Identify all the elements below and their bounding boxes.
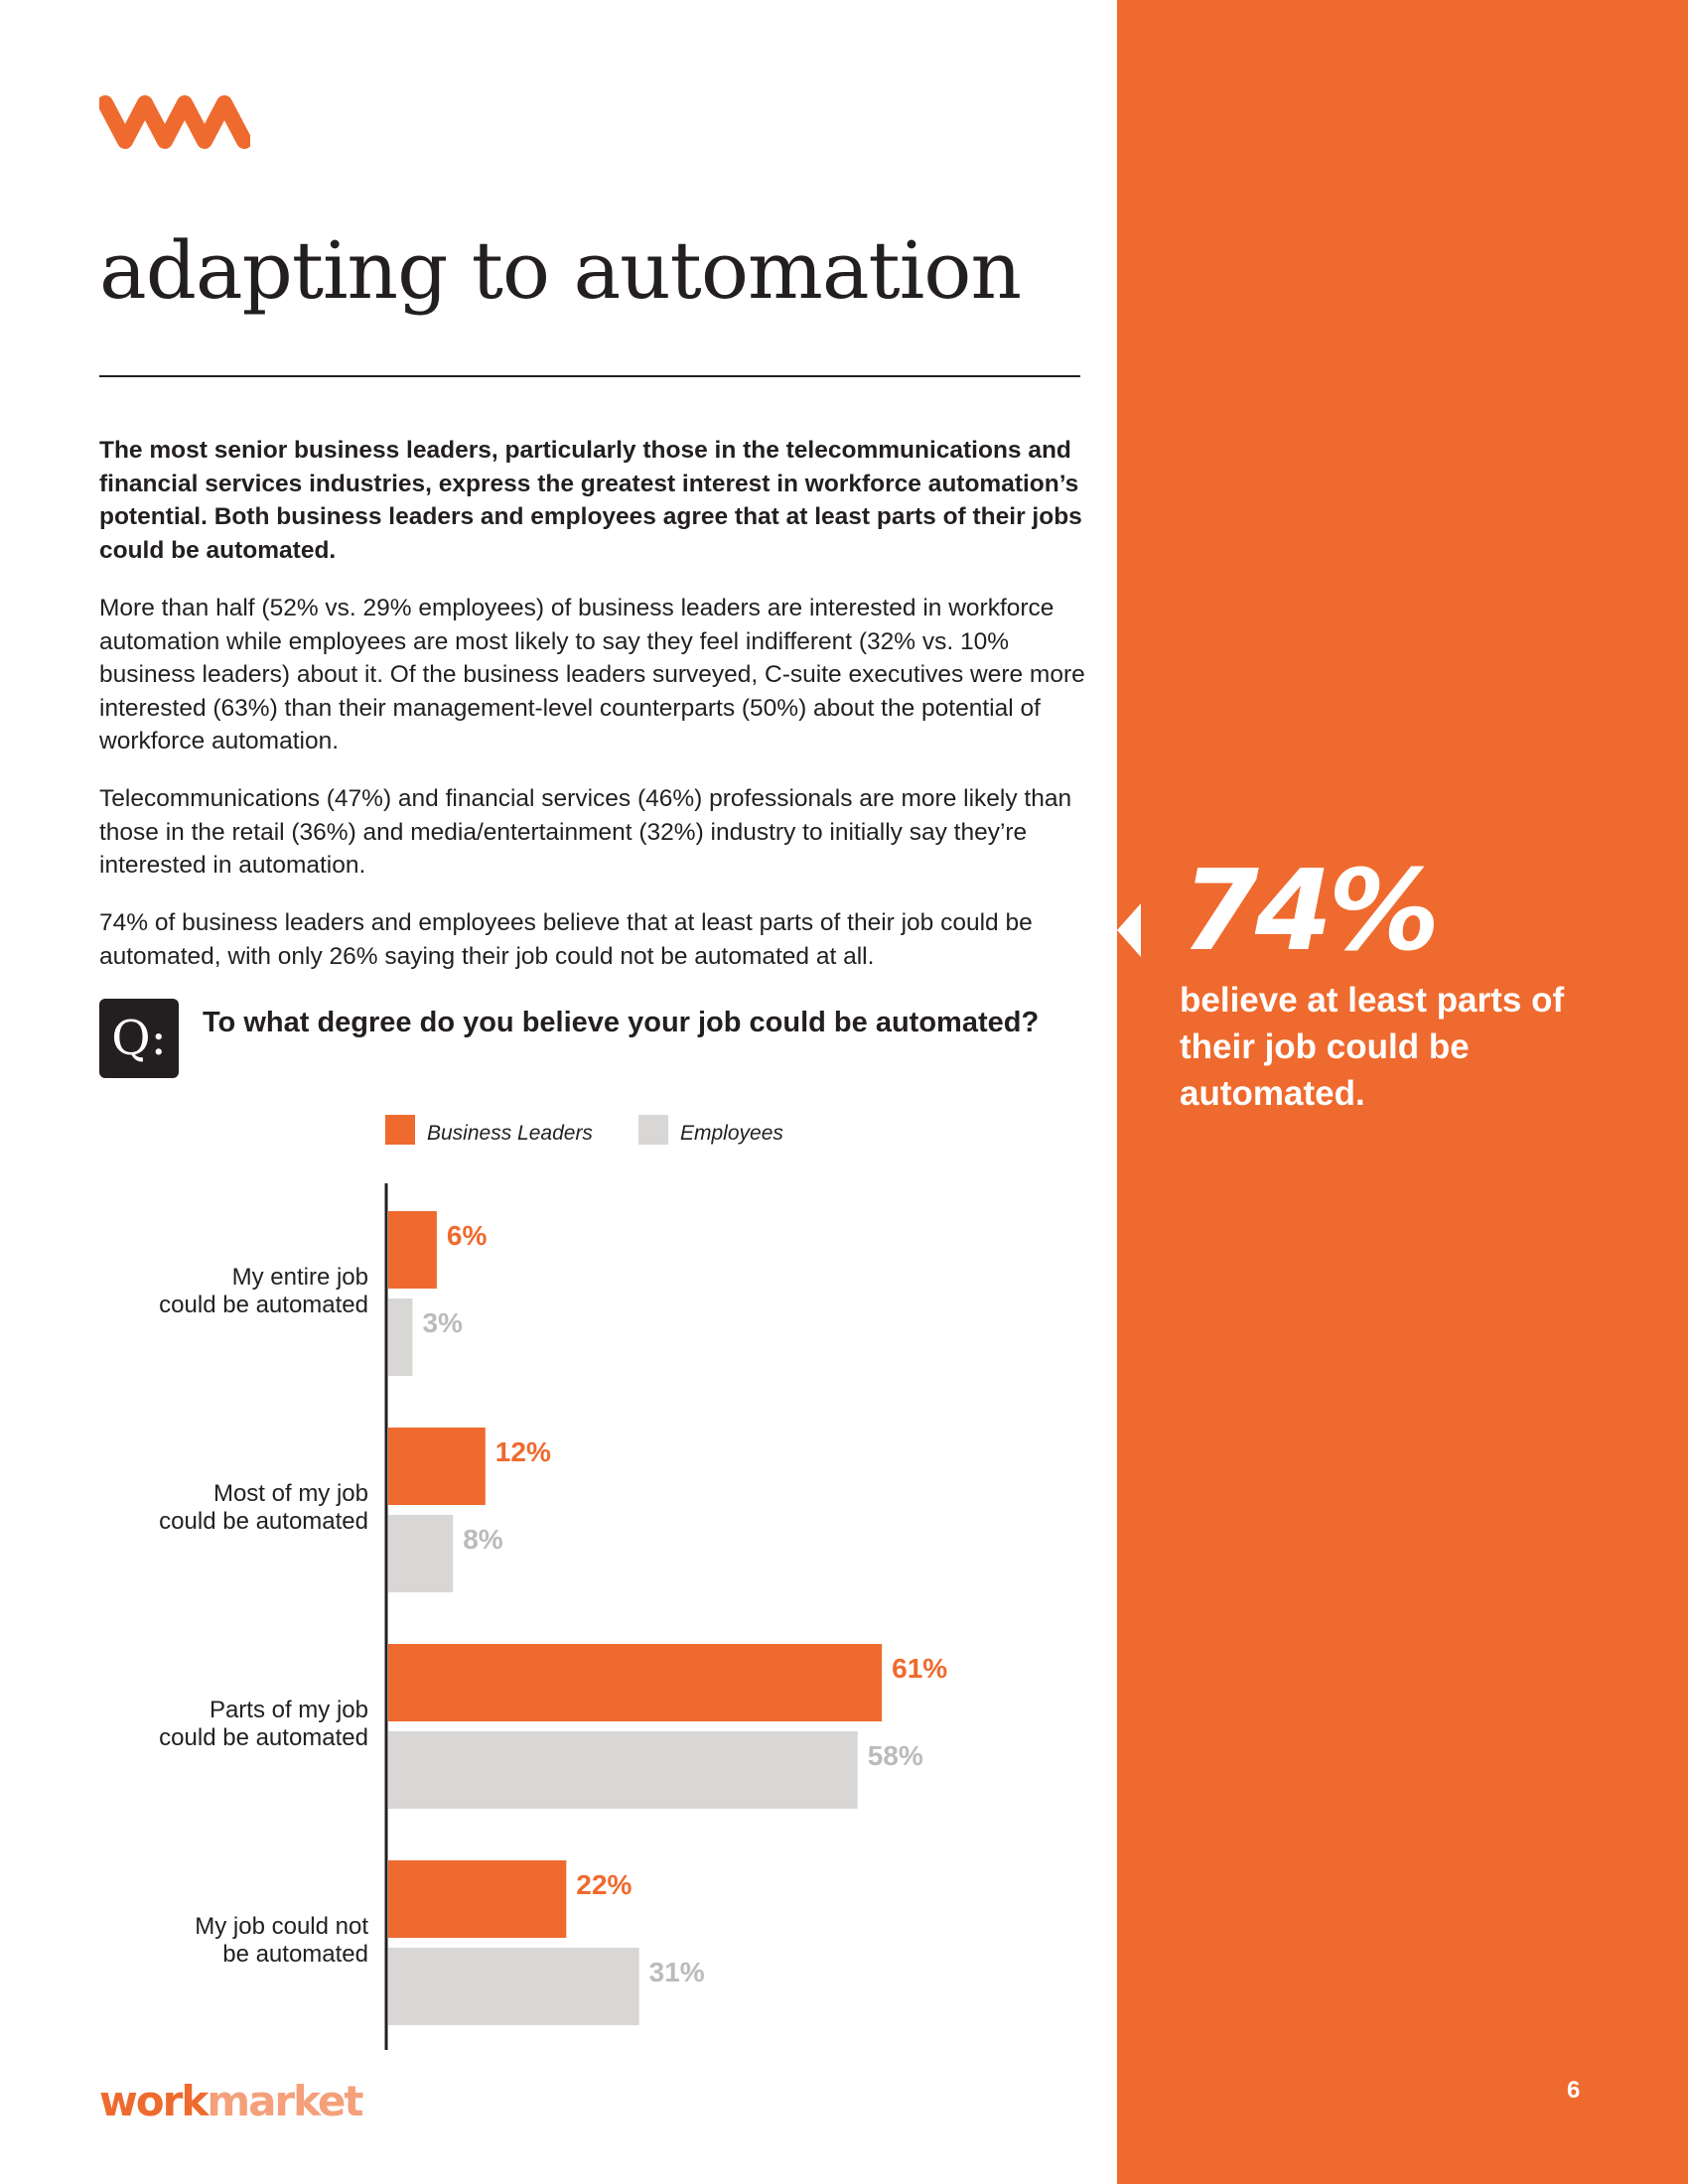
question-badge: Q: [99,999,179,1078]
data-label: 31% [649,1957,705,1987]
wordmark-market: market [207,2077,363,2125]
legend-swatch-employees [638,1115,668,1145]
data-label: 58% [868,1740,923,1771]
bar [388,1515,454,1592]
body-paragraph-3: 74% of business leaders and employees be… [99,909,1033,970]
data-label: 61% [892,1653,947,1684]
question-text: To what degree do you believe your job c… [203,1007,1040,1038]
bar [388,1644,883,1721]
category-label: My entire job [232,1264,368,1291]
sidebar-panel [1117,0,1688,2184]
data-label: 22% [576,1869,632,1900]
sidebar-stat: 74% [1182,847,1440,976]
legend-label: Employees [680,1122,783,1145]
workmarket-wordmark: workmarket [99,2081,364,2122]
category-label: Most of my job [213,1480,368,1507]
category-label: My job could not [195,1913,368,1940]
category-label: could be automated [159,1292,368,1318]
data-label: 8% [463,1524,503,1555]
bar [388,1211,437,1289]
data-label: 6% [447,1220,488,1251]
title-divider [99,375,1080,377]
bar [388,1298,413,1376]
page-number: 6 [1567,2077,1581,2104]
bar-chart: Business Leaders Employees 6% 3% My entire j… [159,1115,947,2050]
category-label: could be automated [159,1724,368,1751]
data-label: 12% [495,1436,551,1467]
category-label: could be automated [159,1508,368,1535]
body-paragraph-1: More than half (52% vs. 29% employees) o… [99,595,1085,754]
category-label: be automated [222,1941,368,1968]
legend-label: Business Leaders [427,1122,593,1145]
bar [388,1948,639,2025]
bar [388,1428,486,1505]
workmarket-logo-icon [99,95,250,149]
page-title: adapting to automation [99,224,1022,317]
bar [388,1731,858,1809]
legend-swatch-business-leaders [385,1115,415,1145]
wordmark-work: work [99,2077,209,2125]
body-paragraph-2: Telecommunications (47%) and financial s… [99,785,1072,879]
sidebar-stat-text: believe at least parts of their job coul… [1180,981,1565,1113]
category-label: Parts of my job [210,1697,368,1723]
data-label: 3% [422,1307,463,1338]
callout-arrow-icon [1117,903,1141,957]
lead-paragraph: The most senior business leaders, partic… [99,437,1082,564]
bar [388,1860,567,1938]
